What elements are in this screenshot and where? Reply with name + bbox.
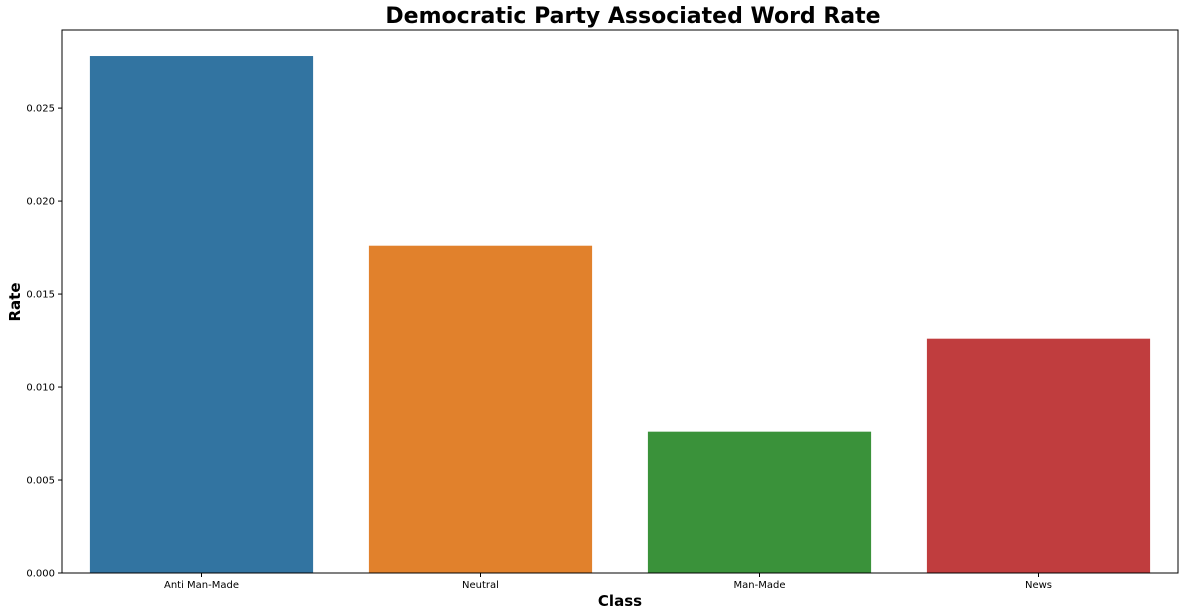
y-axis-label: Rate: [6, 282, 24, 321]
x-tick-label: Neutral: [462, 580, 499, 591]
y-tick-label: 0.015: [26, 290, 55, 301]
bar-neutral: [368, 245, 593, 573]
x-tick-label: Man-Made: [734, 580, 786, 591]
bar-news: [926, 338, 1151, 573]
bar-anti-man-made: [89, 56, 314, 573]
bar-man-made: [647, 431, 872, 573]
bars-layer: [89, 56, 1151, 573]
y-tick-label: 0.000: [26, 569, 55, 580]
x-axis-label: Class: [598, 592, 642, 610]
y-tick-label: 0.005: [26, 476, 55, 487]
chart-title: Democratic Party Associated Word Rate: [385, 4, 880, 29]
y-tick-label: 0.020: [26, 197, 55, 208]
y-tick-label: 0.010: [26, 383, 55, 394]
x-tick-label: News: [1025, 580, 1052, 591]
plot-area-frame: [61, 29, 1179, 574]
y-tick-label: 0.025: [26, 104, 55, 115]
x-tick-label: Anti Man-Made: [164, 580, 239, 591]
ticks-layer: Anti Man-Made Neutral Man-Made News 0.000 0.0…: [26, 104, 1052, 591]
